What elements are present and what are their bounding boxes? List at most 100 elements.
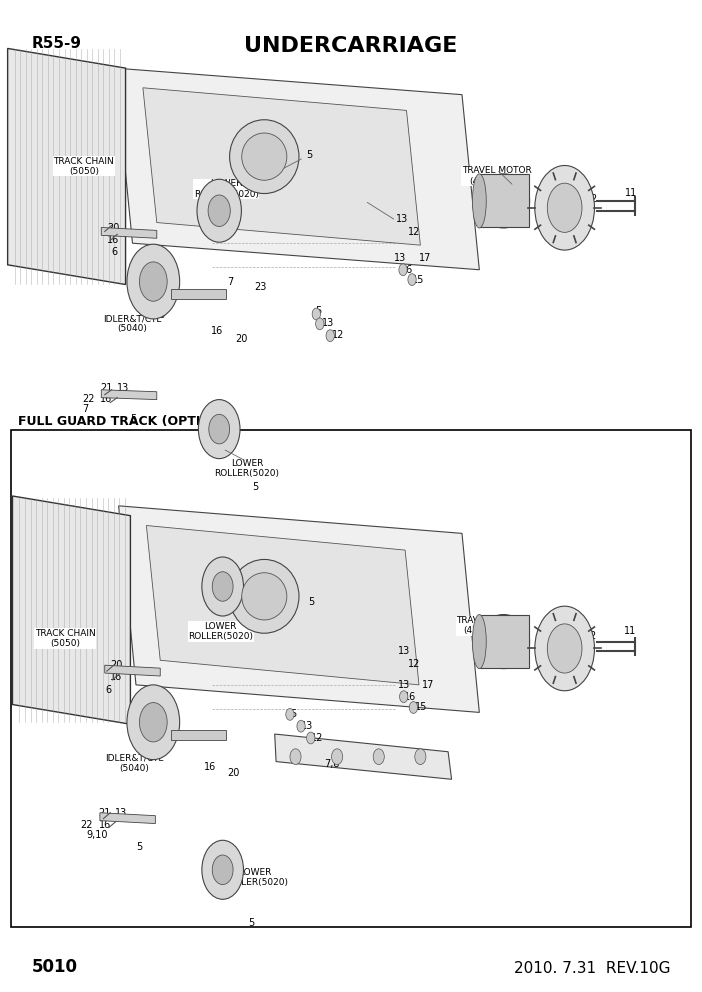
Polygon shape bbox=[119, 506, 479, 712]
Bar bbox=[479, 615, 529, 669]
Circle shape bbox=[208, 415, 230, 443]
Text: 5: 5 bbox=[306, 150, 312, 160]
Polygon shape bbox=[143, 87, 420, 245]
Text: 13: 13 bbox=[398, 647, 411, 657]
Text: 16: 16 bbox=[401, 265, 413, 275]
Text: TRAVEL MOTOR
(4230-4290): TRAVEL MOTOR (4230-4290) bbox=[462, 167, 531, 186]
Circle shape bbox=[307, 732, 315, 744]
Text: LOWER
ROLLER(5020): LOWER ROLLER(5020) bbox=[223, 868, 288, 887]
Text: 15: 15 bbox=[415, 702, 428, 712]
Circle shape bbox=[373, 749, 384, 765]
Text: UNDERCARRIAGE: UNDERCARRIAGE bbox=[244, 36, 458, 56]
Polygon shape bbox=[105, 666, 160, 676]
Text: 15: 15 bbox=[412, 275, 425, 285]
Circle shape bbox=[331, 749, 343, 765]
Polygon shape bbox=[100, 812, 155, 823]
Text: 5: 5 bbox=[253, 482, 259, 492]
Text: 13: 13 bbox=[398, 680, 411, 689]
Text: 13: 13 bbox=[117, 383, 129, 393]
Circle shape bbox=[326, 329, 334, 341]
Circle shape bbox=[127, 244, 180, 319]
Ellipse shape bbox=[230, 559, 299, 633]
Text: 11: 11 bbox=[625, 188, 637, 198]
Text: 22: 22 bbox=[81, 819, 93, 829]
Text: 6: 6 bbox=[112, 247, 118, 257]
Ellipse shape bbox=[472, 614, 486, 669]
Text: 9,10: 9,10 bbox=[86, 830, 107, 840]
Text: 5: 5 bbox=[249, 918, 255, 928]
Text: 17: 17 bbox=[419, 253, 431, 263]
Text: FULL GUARD TRACK (OPTION): FULL GUARD TRACK (OPTION) bbox=[18, 415, 227, 429]
Text: R55-9: R55-9 bbox=[32, 36, 82, 51]
Circle shape bbox=[208, 195, 230, 226]
Text: 6: 6 bbox=[158, 749, 164, 759]
Text: TRACK CHAIN
(5050): TRACK CHAIN (5050) bbox=[35, 629, 95, 648]
Polygon shape bbox=[8, 49, 126, 285]
Text: 11: 11 bbox=[623, 626, 636, 636]
Circle shape bbox=[415, 749, 426, 765]
Circle shape bbox=[399, 690, 408, 702]
Text: 13: 13 bbox=[396, 213, 409, 223]
Circle shape bbox=[312, 309, 321, 320]
Ellipse shape bbox=[241, 572, 287, 620]
Text: 17: 17 bbox=[422, 680, 434, 689]
Circle shape bbox=[535, 606, 595, 690]
Text: 2: 2 bbox=[590, 193, 597, 204]
Circle shape bbox=[140, 702, 167, 742]
Polygon shape bbox=[115, 68, 479, 270]
Bar bbox=[479, 175, 529, 227]
Text: 16: 16 bbox=[204, 762, 216, 772]
Text: 13: 13 bbox=[322, 317, 334, 328]
Text: 22: 22 bbox=[82, 394, 94, 404]
Text: IDLER&T/CYL
(5040): IDLER&T/CYL (5040) bbox=[103, 314, 161, 333]
Circle shape bbox=[140, 262, 167, 302]
Circle shape bbox=[535, 166, 595, 250]
Text: 20: 20 bbox=[107, 223, 119, 233]
Circle shape bbox=[399, 264, 407, 276]
Text: 12: 12 bbox=[408, 660, 420, 670]
Text: 5: 5 bbox=[290, 709, 296, 719]
Ellipse shape bbox=[477, 174, 529, 228]
Circle shape bbox=[202, 557, 244, 616]
Ellipse shape bbox=[241, 133, 287, 181]
Circle shape bbox=[212, 855, 233, 885]
Polygon shape bbox=[274, 734, 451, 780]
Text: LOWER
ROLLER(5020): LOWER ROLLER(5020) bbox=[188, 622, 253, 641]
Circle shape bbox=[297, 720, 305, 732]
Text: 7: 7 bbox=[82, 405, 88, 415]
Text: 16: 16 bbox=[100, 394, 112, 404]
Text: 12: 12 bbox=[331, 329, 344, 339]
Text: 21: 21 bbox=[100, 383, 112, 393]
Text: 12: 12 bbox=[408, 227, 420, 237]
Text: LOWER
ROLLER(5020): LOWER ROLLER(5020) bbox=[194, 180, 258, 198]
Polygon shape bbox=[171, 290, 226, 300]
Text: 16: 16 bbox=[110, 672, 123, 682]
Text: 16: 16 bbox=[404, 691, 416, 701]
Text: 12: 12 bbox=[311, 733, 323, 743]
Ellipse shape bbox=[230, 120, 299, 193]
Polygon shape bbox=[171, 730, 226, 740]
Text: 2010. 7.31  REV.10G: 2010. 7.31 REV.10G bbox=[514, 961, 670, 976]
Text: 13: 13 bbox=[115, 807, 127, 817]
Text: 20: 20 bbox=[235, 333, 248, 343]
Text: 6: 6 bbox=[105, 684, 112, 694]
Circle shape bbox=[197, 180, 241, 242]
Circle shape bbox=[548, 184, 582, 232]
Text: 5010: 5010 bbox=[32, 958, 78, 976]
Text: TRAVEL MOTOR
(4230-4290): TRAVEL MOTOR (4230-4290) bbox=[456, 616, 526, 636]
Ellipse shape bbox=[472, 174, 486, 228]
Circle shape bbox=[286, 708, 294, 720]
Circle shape bbox=[127, 684, 180, 760]
Polygon shape bbox=[101, 227, 157, 238]
Bar bbox=[11, 431, 691, 927]
Text: 5: 5 bbox=[136, 842, 143, 852]
Circle shape bbox=[212, 571, 233, 601]
Circle shape bbox=[548, 624, 582, 673]
Circle shape bbox=[408, 274, 416, 286]
Ellipse shape bbox=[477, 614, 529, 669]
Circle shape bbox=[202, 840, 244, 900]
Polygon shape bbox=[101, 390, 157, 400]
Text: 5: 5 bbox=[308, 597, 314, 607]
Text: 7: 7 bbox=[227, 277, 234, 287]
Circle shape bbox=[199, 400, 240, 458]
